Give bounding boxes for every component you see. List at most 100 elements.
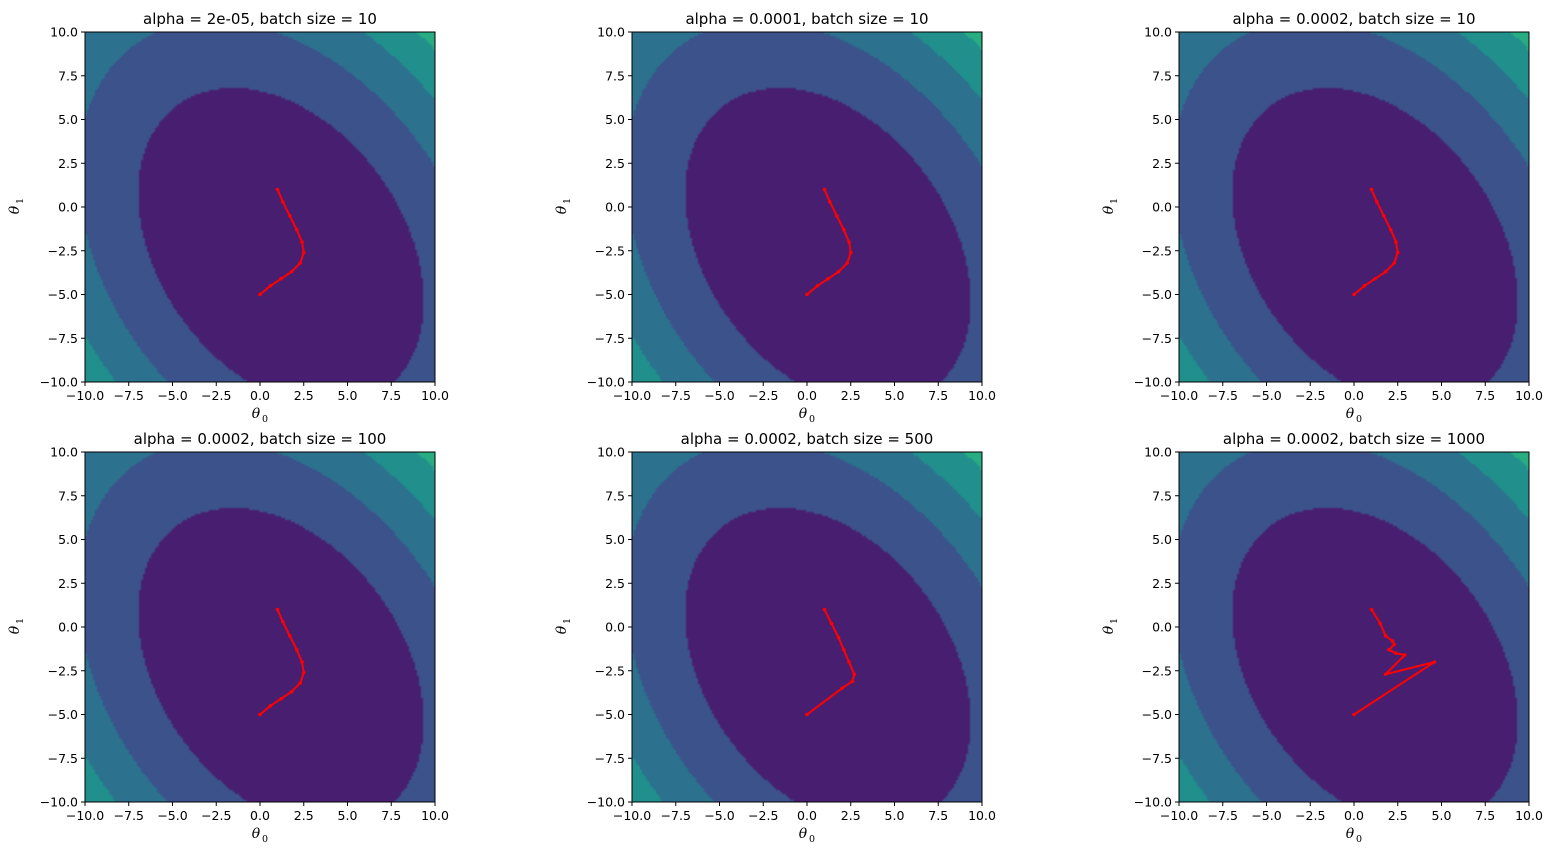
subplot-5: −10.0 −7.5 −5.0 −2.5 0.0 2.5 5.0 7.5 10.0−10.0−7… [554,430,996,845]
x-tick-label: −5.0 [1251,808,1281,823]
y-axis-label: θ [1101,205,1117,214]
descent-point [1378,621,1383,626]
descent-point [287,213,292,218]
x-axis-label-subscript: 0 [1356,414,1362,425]
x-tick-label: 2.5 [1388,808,1408,823]
descent-point [258,292,262,297]
descent-point [836,635,841,640]
x-tick-label: 5.0 [885,808,905,823]
x-tick-label: −2.5 [748,388,778,403]
y-tick-label: −5.0 [595,287,625,302]
y-axis-label: θ [7,625,23,634]
descent-point [300,240,304,244]
descent-point [275,607,280,612]
x-tick-label: 0.0 [250,388,270,403]
descent-point [1388,227,1393,232]
x-tick-label: −7.5 [661,808,691,823]
subplot-2: −10.0 −7.5 −5.0 −2.5 0.0 2.5 5.0 7.5 10.0−10.0−7… [554,10,996,425]
y-tick-label: 0.0 [1152,620,1172,635]
subplot-3: −10.0 −7.5 −5.0 −2.5 0.0 2.5 5.0 7.5 10.0−10.0−7… [1101,10,1543,425]
descent-point [822,607,827,612]
descent-point [300,660,304,664]
x-tick-label: −2.5 [1295,388,1325,403]
y-tick-label: −5.0 [48,707,78,722]
descent-point [280,619,285,624]
descent-point [836,269,841,274]
x-axis-label: θ [799,406,808,422]
y-tick-label: 5.0 [605,112,625,127]
y-axis-label-group: θ1 [7,618,26,634]
y-tick-label: −10.0 [1134,795,1172,810]
descent-point [1352,292,1356,297]
y-tick-label: 7.5 [1152,488,1172,503]
x-tick-label: 5.0 [338,808,358,823]
x-axis-label-subscript: 0 [809,834,815,845]
x-tick-label: −7.5 [661,388,691,403]
y-tick-label: −7.5 [1142,331,1172,346]
y-tick-label: 2.5 [605,576,625,591]
y-tick-label: 7.5 [58,68,78,83]
descent-point [829,621,834,626]
x-tick-label: 2.5 [294,388,314,403]
y-axis-label-group: θ1 [554,198,573,214]
subplot-title: alpha = 0.0001, batch size = 10 [685,10,928,28]
y-tick-label: 7.5 [605,68,625,83]
descent-point [827,199,832,204]
contour-field [632,452,982,802]
y-axis-label: θ [554,205,570,214]
x-tick-label: −5.0 [157,808,187,823]
y-tick-label: 5.0 [58,112,78,127]
x-tick-label: 10.0 [968,808,996,823]
x-tick-label: 7.5 [928,388,948,403]
y-tick-label: 2.5 [58,576,78,591]
descent-point [294,227,299,232]
x-axis-label-subscript: 0 [809,414,815,425]
descent-point [1402,653,1407,657]
contour-field [632,32,982,382]
y-axis-label-group: θ1 [1101,618,1120,634]
descent-point [294,647,299,652]
x-tick-label: −7.5 [114,388,144,403]
descent-point [280,199,285,204]
y-tick-label: 0.0 [605,200,625,215]
x-tick-label: 2.5 [841,388,861,403]
x-tick-label: 0.0 [797,388,817,403]
x-tick-label: −7.5 [1208,808,1238,823]
y-tick-label: −5.0 [1142,707,1172,722]
y-axis-label-subscript: 1 [562,198,573,204]
descent-point [275,187,280,192]
descent-point [301,250,306,255]
descent-point [1362,283,1367,288]
descent-point [1374,199,1379,204]
x-tick-label: 2.5 [294,808,314,823]
descent-point [1390,639,1395,643]
x-tick-label: −10.0 [66,808,104,823]
y-axis-label-subscript: 1 [15,618,26,624]
descent-point [1394,240,1398,244]
descent-point [1432,660,1437,664]
subplot-6: −10.0 −7.5 −5.0 −2.5 0.0 2.5 5.0 7.5 10.0−10.0−7… [1101,430,1543,845]
y-tick-label: 10.0 [50,25,78,40]
y-tick-label: 7.5 [605,488,625,503]
subplot-title: alpha = 0.0002, batch size = 1000 [1223,430,1485,448]
descent-point [1392,642,1397,647]
subplot-title: alpha = 0.0002, batch size = 10 [1232,10,1475,28]
descent-point [258,712,262,717]
y-axis-label-group: θ1 [1101,198,1120,214]
y-tick-label: 0.0 [1152,200,1172,215]
x-tick-label: −5.0 [704,388,734,403]
x-tick-label: −7.5 [1208,388,1238,403]
x-tick-label: −10.0 [66,388,104,403]
x-tick-label: 0.0 [797,808,817,823]
y-tick-label: −2.5 [1142,663,1172,678]
x-tick-label: 7.5 [381,388,401,403]
y-tick-label: −2.5 [595,663,625,678]
descent-point [268,283,273,288]
x-tick-label: −2.5 [201,388,231,403]
x-tick-label: 10.0 [968,388,996,403]
descent-point [822,187,827,192]
descent-point [1369,607,1374,612]
y-tick-label: 7.5 [58,488,78,503]
y-tick-label: −10.0 [587,375,625,390]
